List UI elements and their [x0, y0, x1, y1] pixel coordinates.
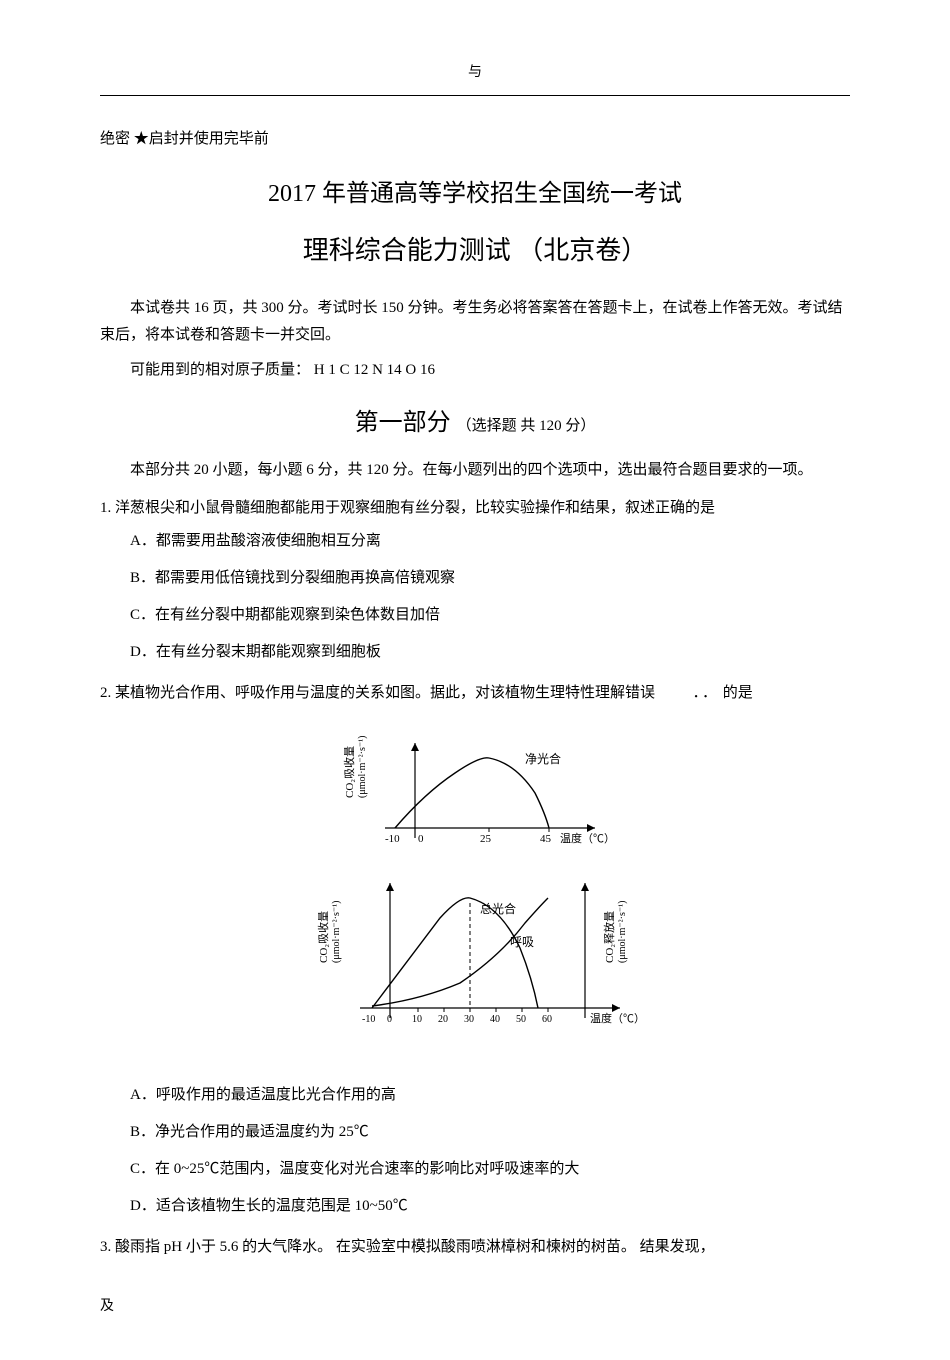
top-tick-0: 0	[418, 833, 424, 845]
top-tick-45: 45	[540, 833, 552, 845]
top-tick--10: -10	[385, 833, 400, 845]
intro-paragraph-2: 可能用到的相对原子质量： H 1 C 12 N 14 O 16	[100, 357, 850, 384]
bot-x-arrow	[612, 1004, 620, 1012]
q1-option-c: C．在有丝分裂中期都能观察到染色体数目加倍	[130, 599, 850, 632]
bot-label-gross: 总光合	[480, 901, 516, 916]
header-rule	[100, 95, 850, 96]
bot-y-left-arrow	[386, 883, 394, 891]
bot-tick-40: 40	[490, 1014, 500, 1025]
section-1-title-big: 第一部分	[355, 410, 451, 436]
question-1: 1. 洋葱根尖和小鼠骨髓细胞都能用于观察细胞有丝分裂，比较实验操作和结果，叙述正…	[100, 492, 850, 669]
page-header-char: 与	[100, 60, 850, 85]
q2-option-c: C．在 0~25℃范围内，温度变化对光合速率的影响比对呼吸速率的大	[130, 1153, 850, 1186]
question-3: 3. 酸雨指 pH 小于 5.6 的大气降水。 在实验室中模拟酸雨喷淋樟树和楝树…	[100, 1231, 850, 1264]
top-chart-group: -10 0 25 45 温度（℃） 净光合	[385, 743, 615, 845]
q2-option-d: D．适合该植物生长的温度范围是 10~50℃	[130, 1190, 850, 1223]
top-curve-net	[395, 758, 549, 828]
top-x-arrow	[587, 824, 595, 832]
bot-y-right-label-2: (μmol·m⁻²·s⁻¹)	[617, 901, 628, 963]
bot-tick-20: 20	[438, 1014, 448, 1025]
q2-stem-post: 的是	[723, 685, 753, 701]
top-curve-label: 净光合	[525, 751, 561, 766]
q1-option-a: A．都需要用盐酸溶液使细胞相互分离	[130, 525, 850, 558]
bot-tick-30: 30	[464, 1014, 474, 1025]
q1-option-d: D．在有丝分裂末期都能观察到细胞板	[130, 636, 850, 669]
section-1-desc: 本部分共 20 小题，每小题 6 分，共 120 分。在每小题列出的四个选项中，…	[100, 457, 850, 484]
photosynthesis-chart-svg: -10 0 25 45 温度（℃） 净光合 CO₂吸收量 (μmol·m⁻²·s…	[265, 728, 685, 1048]
q1-stem: 1. 洋葱根尖和小鼠骨髓细胞都能用于观察细胞有丝分裂，比较实验操作和结果，叙述正…	[100, 492, 850, 525]
section-1-title: 第一部分 （选择题 共 120 分）	[100, 402, 850, 445]
bot-y-left-label-2: (μmol·m⁻²·s⁻¹)	[331, 901, 342, 963]
q2-stem: 2. 某植物光合作用、呼吸作用与温度的关系如图。据此，对该植物生理特性理解错误 …	[100, 677, 850, 710]
question-2: 2. 某植物光合作用、呼吸作用与温度的关系如图。据此，对该植物生理特性理解错误 …	[100, 677, 850, 1223]
bot-x-label: 温度（℃）	[590, 1011, 645, 1025]
q2-options: A．呼吸作用的最适温度比光合作用的高 B．净光合作用的最适温度约为 25℃ C．…	[100, 1079, 850, 1223]
bot-tick-0: 0	[387, 1014, 392, 1025]
exam-title-main: 2017 年普通高等学校招生全国统一考试	[100, 173, 850, 216]
bot-tick-10: 10	[412, 1014, 422, 1025]
bot-y-right-label-1: CO₂释放量	[602, 911, 616, 963]
bot-label-resp: 呼吸	[510, 935, 534, 949]
top-y-arrow	[411, 743, 419, 751]
bot-tick-50: 50	[516, 1014, 526, 1025]
bot-y-left-label-1: CO₂吸收量	[316, 911, 330, 963]
exam-title-sub: 理科综合能力测试 （北京卷）	[100, 228, 850, 275]
q2-figure: -10 0 25 45 温度（℃） 净光合 CO₂吸收量 (μmol·m⁻²·s…	[100, 728, 850, 1061]
bot-tick--10: -10	[362, 1014, 375, 1025]
q2-stem-pre: 2. 某植物光合作用、呼吸作用与温度的关系如图。据此，对该植物生理特性理解错误	[100, 685, 655, 701]
bot-tick-60: 60	[542, 1014, 552, 1025]
q3-stem: 3. 酸雨指 pH 小于 5.6 的大气降水。 在实验室中模拟酸雨喷淋樟树和楝树…	[100, 1231, 850, 1264]
page-footer-char: 及	[100, 1294, 850, 1319]
bot-y-right-arrow	[581, 883, 589, 891]
q2-option-a: A．呼吸作用的最适温度比光合作用的高	[130, 1079, 850, 1112]
top-y-label-2: (μmol·m⁻²·s⁻¹)	[357, 736, 368, 798]
q1-options: A．都需要用盐酸溶液使细胞相互分离 B．都需要用低倍镜找到分裂细胞再换高倍镜观察…	[100, 525, 850, 669]
top-x-label: 温度（℃）	[560, 831, 615, 845]
bottom-chart-group: -10 0 10 20 30 40 50 60 温度（℃）	[360, 883, 645, 1025]
section-1-title-small: （选择题 共 120 分）	[457, 418, 596, 434]
intro-paragraph-1: 本试卷共 16 页，共 300 分。考试时长 150 分钟。考生务必将答案答在答…	[100, 295, 850, 349]
secret-line: 绝密 ★启封并使用完毕前	[100, 126, 850, 153]
q1-option-b: B．都需要用低倍镜找到分裂细胞再换高倍镜观察	[130, 562, 850, 595]
q2-option-b: B．净光合作用的最适温度约为 25℃	[130, 1116, 850, 1149]
q2-stem-dots: ．．	[693, 685, 720, 701]
top-tick-25: 25	[480, 833, 492, 845]
top-y-label-1: CO₂吸收量	[342, 746, 356, 798]
